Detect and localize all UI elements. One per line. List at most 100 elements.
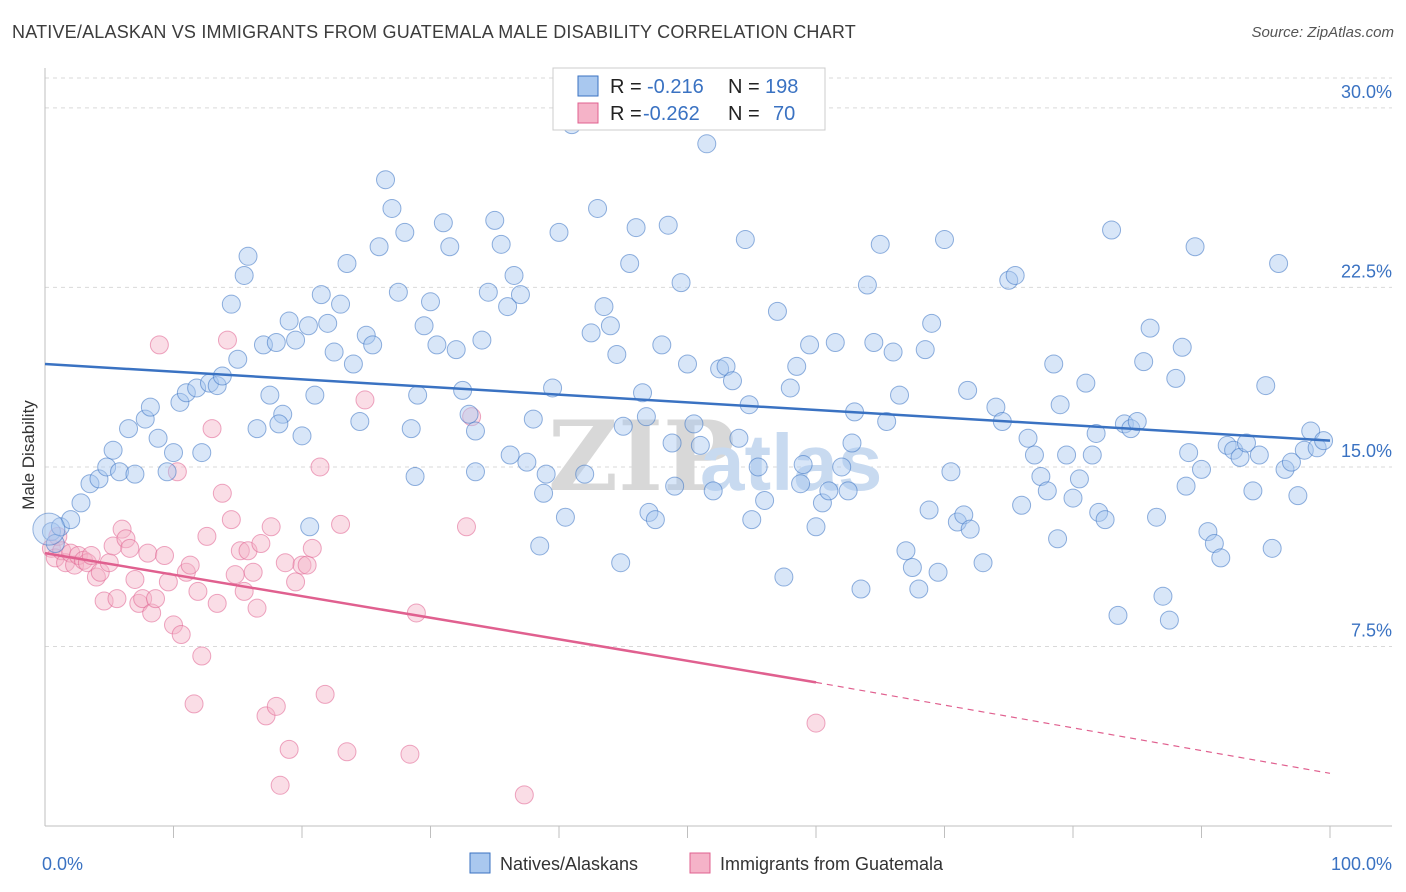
watermark-atlas: atlas — [700, 418, 882, 507]
y-axis-label: Male Disability — [19, 400, 38, 510]
data-point-natives — [748, 457, 768, 477]
data-point-natives — [472, 330, 492, 350]
data-point-natives — [767, 301, 787, 321]
data-point-natives — [1140, 318, 1160, 338]
data-point-natives — [636, 407, 656, 427]
data-point-natives — [703, 481, 723, 501]
data-point-natives — [620, 253, 640, 273]
data-point-natives — [960, 519, 980, 539]
data-point-natives — [176, 383, 196, 403]
data-point-natives — [192, 443, 212, 463]
data-point-natives — [611, 553, 631, 573]
data-point-natives — [1159, 610, 1179, 630]
data-point-natives — [273, 404, 293, 424]
tick-labels: 7.5% 15.0% 22.5% 30.0% 0.0% 100.0% — [42, 82, 1392, 874]
data-point-guatemala — [138, 543, 158, 563]
legend-n-value-2: 70 — [773, 103, 795, 125]
data-point-guatemala — [251, 534, 271, 554]
data-point-natives — [812, 493, 832, 513]
data-point-natives — [902, 557, 922, 577]
stats-legend: R = -0.216 N = 198 R = -0.262 N = 70 — [552, 67, 826, 131]
legend-r-value-1: -0.216 — [647, 76, 704, 98]
legend-item-natives: Natives/Alaskans — [500, 854, 638, 874]
data-point-natives — [1127, 411, 1147, 431]
data-point-natives — [1275, 459, 1295, 479]
data-point-natives-cluster — [32, 512, 66, 546]
data-point-natives — [408, 385, 428, 405]
data-point-natives — [626, 218, 646, 238]
data-point-natives — [825, 332, 845, 352]
data-point-natives — [164, 443, 183, 463]
data-point-natives — [922, 313, 942, 333]
data-point-natives — [305, 385, 325, 405]
data-point-guatemala — [167, 462, 187, 482]
data-point-natives — [1153, 586, 1173, 606]
data-point-natives — [140, 397, 160, 417]
watermark-zip: ZIP — [548, 400, 735, 513]
data-point-natives — [89, 469, 109, 489]
legend-r-label-1: R = — [610, 76, 642, 98]
data-point-natives — [662, 433, 682, 453]
data-point-natives — [742, 510, 762, 530]
trend-lines — [44, 362, 1331, 774]
data-point-natives — [791, 474, 811, 494]
data-point-natives — [292, 426, 312, 446]
data-point-natives — [446, 340, 466, 360]
data-point-natives — [119, 419, 139, 439]
data-point-guatemala — [355, 390, 375, 410]
data-point-guatemala — [247, 598, 267, 618]
y-tick-label: 22.5% — [1341, 261, 1392, 281]
data-point-natives — [645, 510, 665, 530]
series-legend: Natives/Alaskans Immigrants from Guatema… — [469, 852, 944, 874]
data-point-natives — [110, 462, 130, 482]
data-point-natives — [1236, 433, 1256, 453]
data-point-guatemala — [184, 694, 204, 714]
data-point-guatemala — [116, 529, 136, 549]
data-point-guatemala — [107, 589, 127, 609]
data-point-guatemala — [310, 457, 330, 477]
data-point-natives — [575, 464, 595, 484]
data-point-guatemala — [406, 603, 426, 623]
data-point-natives — [534, 483, 554, 503]
data-point-natives — [1185, 237, 1205, 257]
data-point-natives — [324, 342, 344, 362]
trend-line-guatemala — [44, 551, 817, 684]
data-point-guatemala — [202, 419, 222, 439]
data-point-natives — [401, 419, 421, 439]
data-point-guatemala — [146, 589, 166, 609]
data-point-natives — [1243, 481, 1263, 501]
data-point-natives — [421, 292, 440, 312]
data-point-natives — [504, 265, 524, 285]
data-point-natives — [523, 409, 543, 429]
data-point-guatemala — [120, 538, 140, 558]
series-natives-points — [32, 115, 1334, 630]
data-point-natives — [581, 323, 601, 343]
data-point-natives — [207, 376, 227, 396]
data-point-guatemala — [266, 696, 286, 716]
data-point-natives — [1269, 253, 1289, 273]
data-point-natives — [71, 493, 91, 513]
data-point-natives — [414, 316, 434, 336]
data-point-natives — [928, 562, 948, 582]
data-point-natives — [1102, 220, 1122, 240]
data-point-natives — [1262, 538, 1282, 558]
data-point-natives — [221, 294, 241, 314]
x-tick-label-start: 0.0% — [42, 854, 83, 874]
data-point-natives — [973, 553, 993, 573]
data-point-natives — [1069, 469, 1089, 489]
data-point-natives — [1108, 605, 1128, 625]
data-point-guatemala — [806, 713, 826, 733]
data-point-natives — [774, 567, 794, 587]
data-point-natives — [300, 517, 320, 537]
data-point-natives — [485, 210, 505, 230]
data-point-guatemala — [112, 519, 132, 539]
data-point-natives — [883, 342, 903, 362]
axes — [44, 68, 1392, 838]
data-point-natives — [363, 335, 383, 355]
data-point-natives — [1172, 337, 1192, 357]
data-point-natives — [864, 332, 884, 352]
data-point-guatemala — [217, 330, 237, 350]
data-point-natives — [1211, 548, 1231, 568]
data-point-natives — [1192, 459, 1211, 479]
data-point-natives — [1076, 373, 1096, 393]
